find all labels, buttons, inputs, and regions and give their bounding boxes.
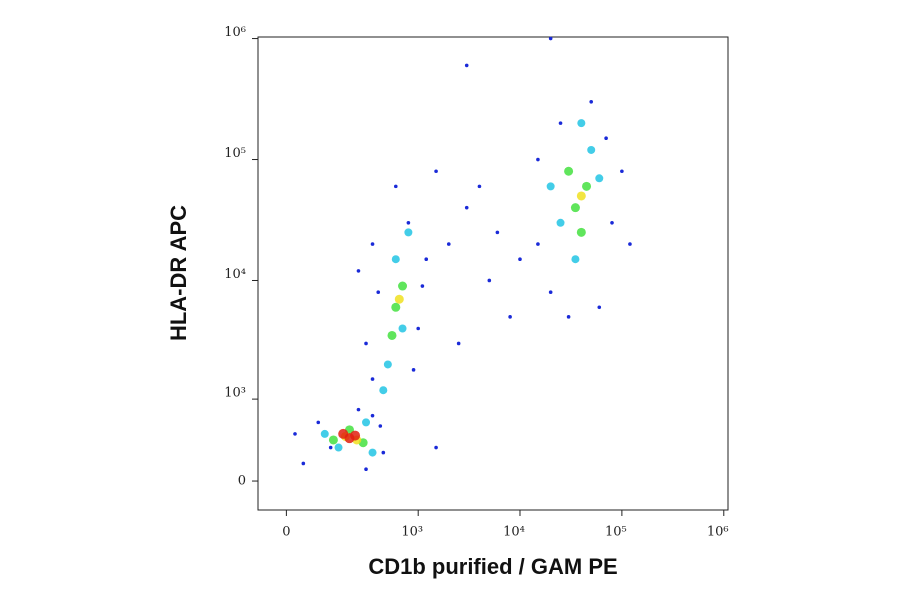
data-point: [356, 407, 361, 412]
data-point: [316, 420, 321, 425]
data-point: [577, 119, 586, 128]
data-point: [293, 432, 297, 436]
data-point: [376, 290, 381, 294]
plot-frame: [257, 36, 729, 511]
data-point: [582, 181, 592, 191]
data-point: [370, 242, 375, 246]
data-point: [546, 182, 555, 191]
y-tick-label: 0: [238, 474, 246, 489]
data-point: [368, 448, 377, 457]
data-point: [338, 428, 349, 439]
data-point: [571, 255, 580, 264]
data-point: [391, 255, 400, 264]
data-point: [610, 220, 614, 225]
data-point: [379, 386, 388, 395]
y-tick-label: 10³: [224, 386, 246, 401]
y-tick-label: 10⁶: [224, 25, 246, 40]
data-point: [548, 36, 553, 41]
data-point: [364, 467, 368, 471]
data-point: [487, 278, 492, 283]
data-point: [558, 121, 563, 125]
data-point: [370, 377, 375, 381]
data-point: [576, 191, 586, 201]
data-point: [356, 269, 361, 273]
x-tick-label: 10⁴: [503, 525, 525, 540]
data-point: [364, 341, 368, 346]
data-point: [334, 443, 343, 452]
data-point: [587, 145, 596, 154]
y-tick-label: 10⁵: [224, 146, 246, 161]
data-point: [564, 166, 574, 176]
data-point: [301, 461, 306, 466]
data-point: [508, 315, 512, 319]
data-point: [434, 169, 438, 174]
data-point: [604, 136, 608, 141]
data-point: [456, 341, 461, 346]
data-point: [597, 305, 602, 310]
data-point: [398, 281, 408, 291]
points: [293, 36, 632, 471]
data-point: [391, 302, 401, 312]
data-point: [424, 257, 429, 261]
data-point: [589, 100, 594, 104]
data-point: [548, 290, 553, 294]
data-point: [536, 157, 540, 162]
data-point: [628, 242, 632, 246]
data-point: [406, 220, 411, 225]
data-point: [398, 324, 407, 333]
x-tick-label: 10⁶: [707, 525, 729, 540]
data-point: [416, 326, 420, 331]
data-point: [383, 360, 392, 369]
y-axis-label: HLA-DR APC: [166, 205, 191, 341]
data-point: [328, 435, 338, 445]
data-point: [320, 429, 329, 438]
data-point: [620, 169, 624, 174]
data-point: [556, 218, 565, 227]
data-point: [350, 430, 361, 441]
data-point: [464, 63, 469, 68]
data-point: [362, 418, 371, 427]
data-point: [536, 242, 540, 246]
data-point: [495, 230, 500, 235]
data-point: [370, 413, 375, 418]
data-point: [434, 445, 438, 450]
data-point: [570, 203, 580, 213]
data-point: [404, 228, 413, 237]
data-point: [595, 174, 604, 183]
y-tick-label: 10⁴: [224, 267, 246, 282]
data-point: [464, 205, 469, 210]
data-point: [393, 184, 398, 189]
data-point: [446, 242, 451, 246]
data-point: [518, 257, 522, 261]
x-tick-label: 0: [282, 525, 290, 540]
data-point: [387, 330, 397, 340]
x-axis-label: CD1b purified / GAM PE: [368, 554, 617, 579]
data-point: [576, 227, 586, 237]
data-point: [381, 450, 386, 455]
data-point: [420, 284, 425, 288]
x-tick-label: 10⁵: [605, 525, 627, 540]
data-point: [566, 315, 571, 319]
data-point: [411, 368, 416, 372]
data-point: [378, 424, 383, 428]
data-point: [394, 294, 404, 304]
x-tick-label: 10³: [401, 525, 423, 540]
data-point: [328, 445, 333, 450]
data-point: [477, 184, 482, 189]
